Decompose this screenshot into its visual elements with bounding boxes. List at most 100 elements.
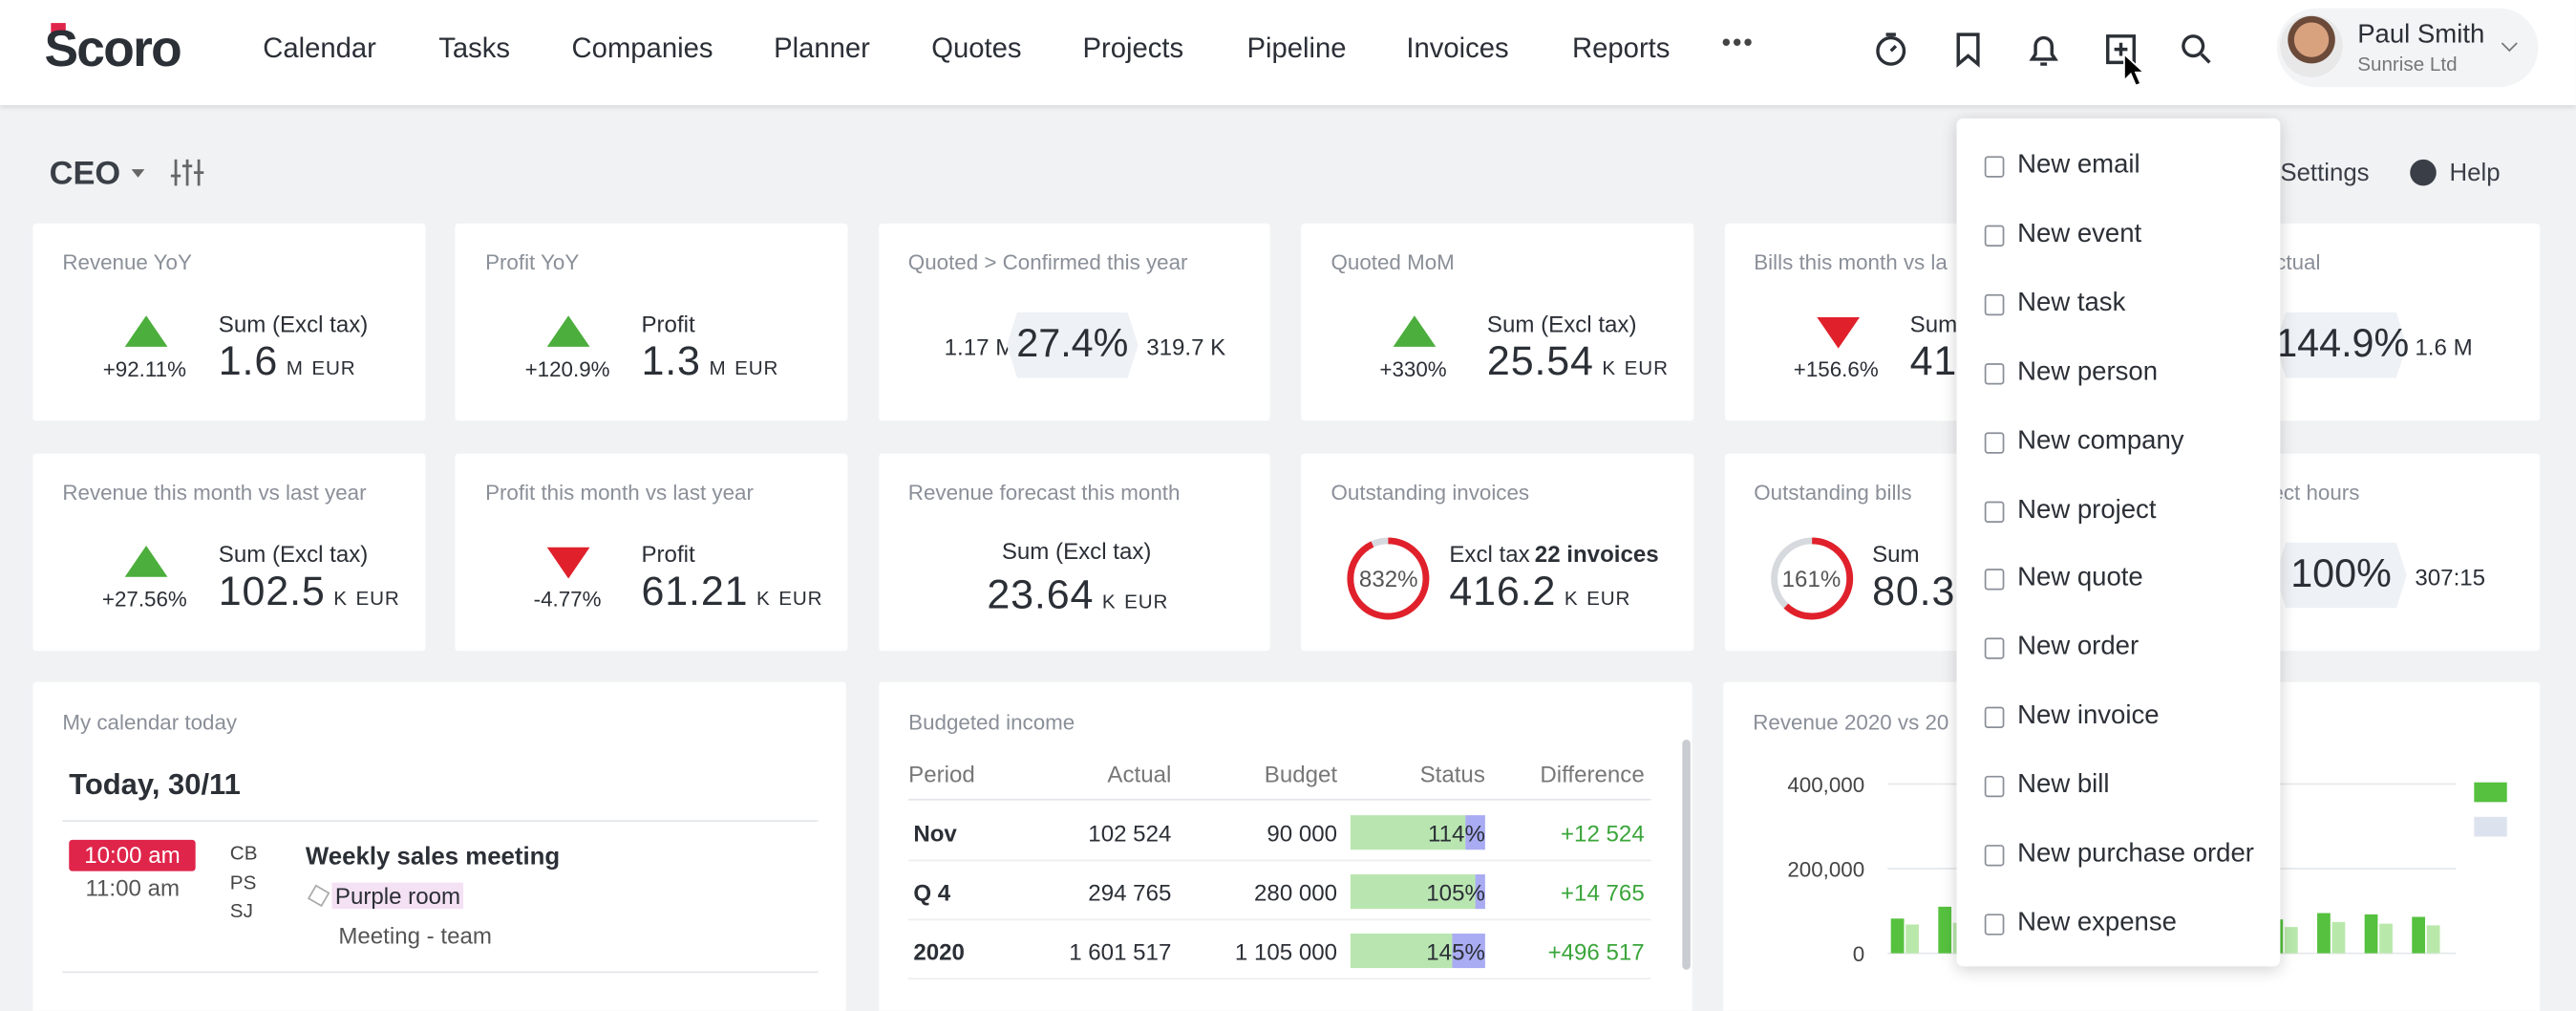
bookmark-icon[interactable] — [1949, 32, 1986, 68]
menu-item[interactable]: New bill — [2017, 770, 2110, 800]
status-bar — [1350, 815, 1466, 850]
kpi-title: Outstanding bills — [1754, 480, 1912, 506]
y-tick-label: 200,000 — [1787, 858, 1864, 882]
room-icon — [307, 884, 330, 908]
more-menu[interactable]: ••• — [1721, 29, 1755, 58]
timer-icon[interactable] — [1873, 32, 1909, 68]
ratio-box — [2275, 312, 2407, 378]
status-bar — [1350, 874, 1476, 910]
nav-item[interactable]: Calendar — [263, 32, 376, 65]
trend-arrow — [1816, 316, 1860, 349]
menu-icon — [1984, 706, 2005, 729]
menu-item[interactable]: New expense — [2017, 908, 2177, 937]
nav-item[interactable]: Reports — [1572, 32, 1671, 65]
help-link[interactable]: Help — [2449, 159, 2501, 188]
kpi-card: Profit YoY +120.9% Profit 1.3 M EUR — [456, 223, 848, 421]
status-excess — [1452, 933, 1485, 969]
role-selector[interactable]: CEO — [49, 156, 121, 193]
icon-shape — [1955, 32, 1979, 68]
menu-item[interactable]: New project — [2017, 495, 2157, 524]
kpi-card: Outstanding invoices 832% Excl tax 22 invoi… — [1301, 453, 1693, 652]
bell-icon[interactable] — [2026, 32, 2062, 68]
donut-label: 832% — [1358, 565, 1418, 592]
menu-item[interactable]: New email — [2017, 151, 2140, 180]
kpi-change: +330% — [1379, 356, 1447, 382]
kpi-card: Quoted > Confirmed this year 1.17 M 27.4% 3… — [878, 223, 1271, 421]
legend-swatch — [2474, 816, 2507, 837]
event-name[interactable]: Weekly sales meeting — [305, 843, 561, 871]
row-difference: +12 524 — [1561, 820, 1645, 847]
column-header: Difference — [1540, 761, 1645, 787]
cursor-shape — [2123, 52, 2146, 87]
legend-swatch — [2474, 782, 2507, 803]
icon-shape — [1885, 32, 1898, 53]
column-header: Period — [908, 761, 975, 787]
value: 25.54 — [1486, 338, 1594, 385]
row-budget: 1 105 000 — [1234, 938, 1338, 965]
settings-link[interactable]: Settings — [2280, 159, 2370, 188]
nav-item[interactable]: Planner — [774, 32, 870, 65]
menu-item[interactable]: New person — [2017, 357, 2159, 386]
calendar-card: My calendar today Today, 30/11 10:00 am 11:… — [32, 681, 846, 1011]
y-tick-label: 400,000 — [1787, 773, 1864, 797]
kpi-title: Outstanding invoices — [1331, 480, 1530, 506]
status-bar — [1350, 933, 1453, 969]
card-title: My calendar today — [62, 710, 238, 735]
kpi-title: Quoted > Confirmed this year — [907, 249, 1188, 275]
menu-icon — [1984, 362, 2005, 384]
bar — [2317, 913, 2331, 954]
menu-icon — [1984, 431, 2005, 454]
divider — [908, 859, 1651, 862]
bar — [2364, 914, 2378, 954]
column-header: Status — [1419, 761, 1485, 787]
nav-item[interactable]: Tasks — [438, 32, 511, 65]
row-status: 145% — [1426, 938, 1485, 965]
trend-arrow — [124, 546, 168, 577]
kpi-card: Revenue forecast this month Sum (Excl tax… — [878, 453, 1271, 652]
kpi-label: Sum (Excl tax) — [218, 540, 369, 568]
arrow — [124, 315, 168, 347]
kpi-card: Revenue this month vs last year +27.56% Su… — [32, 453, 425, 652]
menu-icon — [1984, 569, 2005, 592]
cursor — [2123, 52, 2146, 87]
row-period: Q 4 — [913, 879, 951, 906]
divider — [908, 978, 1651, 980]
kpi-change: +92.11% — [102, 356, 186, 382]
kpi-change: +156.6% — [1793, 356, 1879, 382]
arrow — [547, 547, 591, 579]
event-type: Meeting - team — [338, 921, 492, 949]
kpi-title: Profit YoY — [485, 249, 580, 275]
menu-item[interactable]: New purchase order — [2017, 839, 2254, 869]
menu-item[interactable]: New task — [2017, 289, 2126, 317]
menu-item[interactable]: New company — [2017, 426, 2184, 455]
search-icon[interactable] — [2179, 32, 2215, 68]
menu-item[interactable]: New order — [2017, 633, 2140, 661]
new-menu: New email New event New task New person New … — [1956, 118, 2281, 967]
nav-item[interactable]: Quotes — [931, 32, 1022, 65]
menu-item[interactable]: New invoice — [2017, 701, 2160, 731]
trend-arrow — [547, 315, 591, 347]
kpi-center: 27.4% — [1016, 322, 1129, 367]
icon-shape — [1876, 35, 1906, 66]
nav-item[interactable]: Invoices — [1406, 32, 1509, 65]
bar — [1890, 918, 1905, 954]
kpi-right: 319.7 K — [1146, 333, 1226, 360]
nav-item[interactable]: Pipeline — [1246, 32, 1347, 65]
kpi-label: Sum (Excl tax) — [218, 311, 369, 337]
unit: M — [286, 356, 304, 380]
attendee: CB — [229, 841, 258, 865]
kpi-value: 1.3 M EUR — [641, 338, 778, 386]
nav-item[interactable]: Companies — [571, 32, 713, 65]
bar — [2331, 921, 2346, 954]
kpi-card: Profit this month vs last year -4.77% Prof… — [456, 453, 848, 652]
bar — [1938, 906, 1952, 954]
value: 80.3 — [1872, 569, 1956, 615]
menu-item[interactable]: New quote — [2017, 564, 2143, 592]
nav-item[interactable]: Projects — [1082, 32, 1184, 65]
trend-arrow — [124, 315, 168, 347]
status-excess — [1465, 815, 1485, 850]
menu-item[interactable]: New event — [2017, 220, 2142, 248]
bar — [2412, 916, 2426, 954]
column-header: Actual — [1107, 761, 1172, 787]
donut — [1347, 537, 1430, 620]
